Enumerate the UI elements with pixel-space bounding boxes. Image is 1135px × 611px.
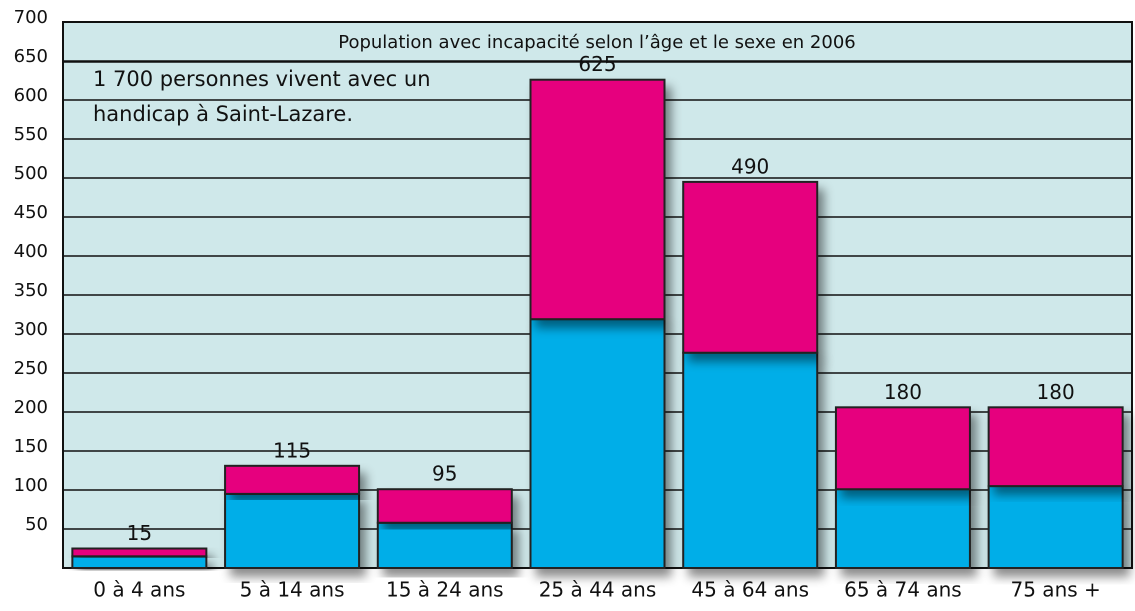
y-tick-label: 150 [14,436,48,457]
y-tick-label: 400 [14,241,48,262]
bar-segment [224,492,361,569]
bar-segment [682,351,819,569]
y-tick-label: 350 [14,280,48,301]
y-tick-label: 200 [14,397,48,418]
bar-segment [682,180,819,354]
y-tick-label: 650 [14,46,48,67]
x-tick-label: 25 à 44 ans [539,578,657,602]
x-tick-label: 75 ans + [1011,578,1101,602]
y-tick-label: 550 [14,124,48,145]
total-label: 625 [578,52,616,76]
bar-segment [834,488,971,569]
bar-segment [987,485,1124,570]
x-tick-label: 45 à 64 ans [691,578,809,602]
bar-segment [71,547,208,558]
total-label: 490 [731,154,769,178]
title-box [62,21,1133,63]
y-tick-label: 50 [25,514,48,535]
bar-segment [834,406,971,491]
y-tick-label: 100 [14,475,48,496]
bar-segment [529,318,666,569]
annotation: handicap à Saint-Lazare. [93,102,353,126]
bar-segment [376,521,513,570]
x-tick-label: 0 à 4 ans [93,578,185,602]
bar-segment [376,488,513,524]
bar-segment [987,406,1124,488]
total-label: 180 [884,380,922,404]
bar-segment [224,464,361,495]
bar-segment [71,555,208,569]
x-tick-label: 5 à 14 ans [240,578,345,602]
y-tick-label: 300 [14,319,48,340]
total-label: 15 [127,521,152,545]
y-tick-label: 450 [14,202,48,223]
y-tick-label: 250 [14,358,48,379]
chart-title: Population avec incapacité selon l’âge e… [338,32,855,53]
total-label: 95 [432,462,457,486]
y-tick-label: 600 [14,85,48,106]
total-label: 115 [273,438,311,462]
y-tick-label: 700 [14,7,48,28]
x-tick-label: 65 à 74 ans [844,578,962,602]
x-tick-label: 15 à 24 ans [386,578,504,602]
total-label: 180 [1037,380,1075,404]
bar-segment [529,78,666,321]
y-tick-label: 500 [14,163,48,184]
annotation: 1 700 personnes vivent avec un [93,67,431,91]
